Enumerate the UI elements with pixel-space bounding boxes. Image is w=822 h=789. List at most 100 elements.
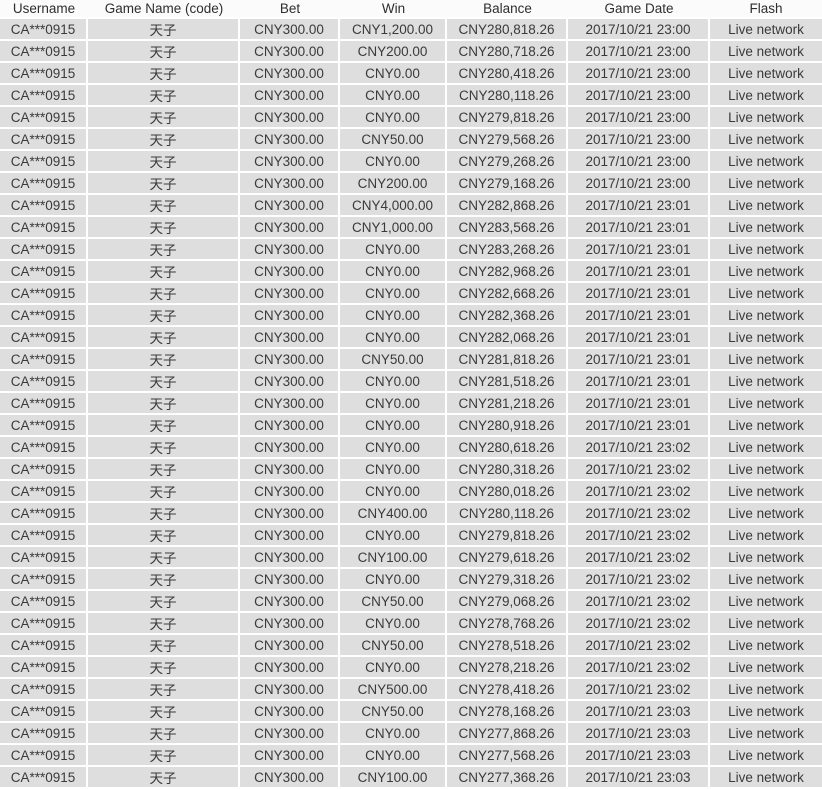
- table-cell-game-name: 天子: [88, 85, 240, 107]
- table-cell-flash: Live network: [710, 283, 822, 305]
- table-cell-username: CA***0915: [0, 195, 88, 217]
- column-header-bet: Bet: [240, 0, 340, 19]
- table-cell-win: CNY1,200.00: [340, 19, 447, 41]
- table-row: CA***0915 天子 CNY300.00 CNY100.00 CNY277,368.…: [0, 767, 822, 789]
- table-cell-username: CA***0915: [0, 459, 88, 481]
- table-cell-balance: CNY277,868.26: [447, 723, 568, 745]
- table-cell-username: CA***0915: [0, 679, 88, 701]
- table-cell-username: CA***0915: [0, 525, 88, 547]
- table-cell-game-date: 2017/10/21 23:01: [568, 393, 710, 415]
- table-cell-balance: CNY280,718.26: [447, 41, 568, 63]
- table-cell-bet: CNY300.00: [240, 327, 340, 349]
- table-cell-flash: Live network: [710, 613, 822, 635]
- table-cell-win: CNY4,000.00: [340, 195, 447, 217]
- table-cell-username: CA***0915: [0, 723, 88, 745]
- table-cell-bet: CNY300.00: [240, 217, 340, 239]
- table-cell-game-name: 天子: [88, 415, 240, 437]
- table-cell-flash: Live network: [710, 635, 822, 657]
- table-cell-flash: Live network: [710, 657, 822, 679]
- table-cell-username: CA***0915: [0, 767, 88, 789]
- table-cell-balance: CNY278,168.26: [447, 701, 568, 723]
- table-cell-game-date: 2017/10/21 23:02: [568, 657, 710, 679]
- table-cell-flash: Live network: [710, 173, 822, 195]
- table-cell-win: CNY0.00: [340, 261, 447, 283]
- table-cell-game-date: 2017/10/21 23:01: [568, 415, 710, 437]
- table-row: CA***0915 天子 CNY300.00 CNY0.00 CNY278,768.26…: [0, 613, 822, 635]
- table-cell-flash: Live network: [710, 591, 822, 613]
- table-cell-balance: CNY281,218.26: [447, 393, 568, 415]
- table-cell-win: CNY200.00: [340, 173, 447, 195]
- table-cell-win: CNY0.00: [340, 723, 447, 745]
- table-row: CA***0915 天子 CNY300.00 CNY0.00 CNY280,618.26…: [0, 437, 822, 459]
- table-cell-bet: CNY300.00: [240, 481, 340, 503]
- table-cell-bet: CNY300.00: [240, 393, 340, 415]
- table-cell-username: CA***0915: [0, 591, 88, 613]
- table-cell-bet: CNY300.00: [240, 63, 340, 85]
- table-row: CA***0915 天子 CNY300.00 CNY1,200.00 CNY280,81…: [0, 19, 822, 41]
- table-cell-game-date: 2017/10/21 23:02: [568, 613, 710, 635]
- table-cell-game-name: 天子: [88, 679, 240, 701]
- table-cell-username: CA***0915: [0, 85, 88, 107]
- table-cell-game-date: 2017/10/21 23:02: [568, 635, 710, 657]
- table-cell-win: CNY0.00: [340, 107, 447, 129]
- table-cell-game-date: 2017/10/21 23:02: [568, 459, 710, 481]
- table-cell-game-date: 2017/10/21 23:02: [568, 437, 710, 459]
- table-cell-bet: CNY300.00: [240, 635, 340, 657]
- table-cell-bet: CNY300.00: [240, 305, 340, 327]
- table-cell-balance: CNY280,118.26: [447, 85, 568, 107]
- table-cell-bet: CNY300.00: [240, 745, 340, 767]
- table-cell-flash: Live network: [710, 349, 822, 371]
- table-cell-balance: CNY280,818.26: [447, 19, 568, 41]
- table-cell-username: CA***0915: [0, 19, 88, 41]
- table-cell-game-date: 2017/10/21 23:03: [568, 723, 710, 745]
- table-cell-flash: Live network: [710, 151, 822, 173]
- table-cell-bet: CNY300.00: [240, 657, 340, 679]
- table-cell-game-name: 天子: [88, 723, 240, 745]
- table-cell-game-name: 天子: [88, 151, 240, 173]
- table-cell-game-name: 天子: [88, 459, 240, 481]
- table-cell-username: CA***0915: [0, 327, 88, 349]
- table-cell-win: CNY0.00: [340, 239, 447, 261]
- table-cell-balance: CNY282,068.26: [447, 327, 568, 349]
- table-cell-bet: CNY300.00: [240, 349, 340, 371]
- table-cell-bet: CNY300.00: [240, 85, 340, 107]
- table-row: CA***0915 天子 CNY300.00 CNY50.00 CNY279,068.2…: [0, 591, 822, 613]
- table-cell-flash: Live network: [710, 305, 822, 327]
- table-cell-flash: Live network: [710, 393, 822, 415]
- table-cell-game-date: 2017/10/21 23:00: [568, 41, 710, 63]
- table-cell-username: CA***0915: [0, 371, 88, 393]
- table-cell-username: CA***0915: [0, 217, 88, 239]
- table-cell-flash: Live network: [710, 327, 822, 349]
- table-cell-bet: CNY300.00: [240, 261, 340, 283]
- table-cell-balance: CNY281,518.26: [447, 371, 568, 393]
- table-cell-flash: Live network: [710, 679, 822, 701]
- table-cell-flash: Live network: [710, 195, 822, 217]
- table-cell-balance: CNY280,118.26: [447, 503, 568, 525]
- table-cell-win: CNY0.00: [340, 393, 447, 415]
- table-cell-flash: Live network: [710, 261, 822, 283]
- table-cell-username: CA***0915: [0, 415, 88, 437]
- table-cell-win: CNY0.00: [340, 371, 447, 393]
- table-cell-balance: CNY283,268.26: [447, 239, 568, 261]
- table-cell-username: CA***0915: [0, 239, 88, 261]
- table-cell-balance: CNY278,768.26: [447, 613, 568, 635]
- table-cell-win: CNY400.00: [340, 503, 447, 525]
- table-cell-game-date: 2017/10/21 23:00: [568, 19, 710, 41]
- column-header-username: Username: [0, 0, 88, 19]
- table-cell-game-name: 天子: [88, 613, 240, 635]
- table-row: CA***0915 天子 CNY300.00 CNY0.00 CNY279,268.26…: [0, 151, 822, 173]
- table-row: CA***0915 天子 CNY300.00 CNY0.00 CNY280,418.26…: [0, 63, 822, 85]
- table-cell-bet: CNY300.00: [240, 41, 340, 63]
- table-cell-username: CA***0915: [0, 129, 88, 151]
- table-cell-win: CNY0.00: [340, 415, 447, 437]
- table-cell-game-name: 天子: [88, 767, 240, 789]
- table-cell-bet: CNY300.00: [240, 459, 340, 481]
- table-cell-game-name: 天子: [88, 19, 240, 41]
- table-row: CA***0915 天子 CNY300.00 CNY50.00 CNY279,568.2…: [0, 129, 822, 151]
- table-cell-win: CNY0.00: [340, 437, 447, 459]
- table-cell-game-name: 天子: [88, 481, 240, 503]
- table-cell-game-date: 2017/10/21 23:01: [568, 371, 710, 393]
- table-cell-flash: Live network: [710, 63, 822, 85]
- table-cell-username: CA***0915: [0, 635, 88, 657]
